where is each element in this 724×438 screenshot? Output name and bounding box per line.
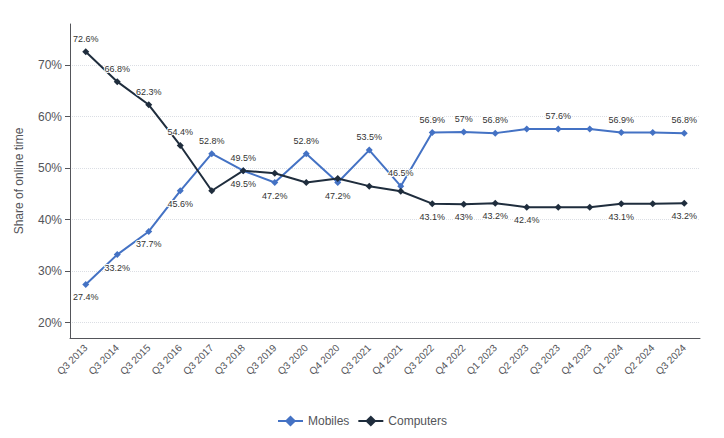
svg-text:42.4%: 42.4% [514, 215, 540, 225]
svg-text:56.8%: 56.8% [671, 115, 697, 125]
svg-text:54.4%: 54.4% [167, 127, 193, 137]
svg-text:57.6%: 57.6% [545, 111, 571, 121]
svg-text:Q3 2017: Q3 2017 [181, 342, 216, 377]
svg-text:37.7%: 37.7% [136, 239, 162, 249]
svg-text:27.4%: 27.4% [73, 292, 99, 302]
svg-text:Q3 2015: Q3 2015 [118, 342, 153, 377]
svg-text:Q4 2023: Q4 2023 [559, 342, 594, 377]
svg-text:62.3%: 62.3% [136, 87, 162, 97]
svg-text:52.8%: 52.8% [293, 136, 319, 146]
svg-text:Q4 2020: Q4 2020 [307, 342, 342, 377]
svg-text:56.9%: 56.9% [608, 115, 634, 125]
svg-text:Q3 2024: Q3 2024 [653, 342, 688, 377]
svg-text:Q3 2022: Q3 2022 [401, 342, 436, 377]
svg-text:49.5%: 49.5% [230, 179, 256, 189]
svg-text:56.9%: 56.9% [419, 115, 445, 125]
svg-text:Q3 2016: Q3 2016 [149, 342, 184, 377]
svg-text:30%: 30% [38, 264, 62, 278]
svg-text:Q3 2023: Q3 2023 [527, 342, 562, 377]
svg-text:Q2 2024: Q2 2024 [622, 342, 657, 377]
svg-text:53.5%: 53.5% [356, 132, 382, 142]
svg-text:47.2%: 47.2% [325, 191, 351, 201]
svg-text:Q3 2021: Q3 2021 [338, 342, 373, 377]
svg-text:Q3 2019: Q3 2019 [244, 342, 279, 377]
svg-text:Q1 2024: Q1 2024 [590, 342, 625, 377]
svg-text:57%: 57% [455, 114, 473, 124]
svg-text:43.1%: 43.1% [419, 212, 445, 222]
svg-text:Mobiles: Mobiles [308, 414, 349, 428]
svg-text:47.2%: 47.2% [262, 191, 288, 201]
svg-text:Q4 2022: Q4 2022 [433, 342, 468, 377]
svg-text:Q3 2020: Q3 2020 [275, 342, 310, 377]
svg-text:50%: 50% [38, 161, 62, 175]
svg-text:20%: 20% [38, 316, 62, 330]
svg-text:Q2 2023: Q2 2023 [496, 342, 531, 377]
svg-text:Q4 2021: Q4 2021 [370, 342, 405, 377]
svg-text:43.2%: 43.2% [671, 211, 697, 221]
svg-text:33.2%: 33.2% [104, 263, 130, 273]
svg-text:46.5%: 46.5% [388, 168, 414, 178]
svg-text:66.8%: 66.8% [104, 64, 130, 74]
svg-text:Computers: Computers [388, 414, 447, 428]
svg-text:72.6%: 72.6% [73, 34, 99, 44]
svg-text:Q3 2014: Q3 2014 [86, 342, 121, 377]
svg-text:43.2%: 43.2% [482, 211, 508, 221]
svg-text:52.8%: 52.8% [199, 136, 225, 146]
svg-text:Q3 2013: Q3 2013 [55, 342, 90, 377]
svg-text:60%: 60% [38, 110, 62, 124]
svg-text:Q1 2023: Q1 2023 [464, 342, 499, 377]
svg-text:56.8%: 56.8% [482, 115, 508, 125]
svg-text:45.6%: 45.6% [167, 199, 193, 209]
svg-text:43%: 43% [455, 212, 473, 222]
svg-text:43.1%: 43.1% [608, 212, 634, 222]
svg-text:Q3 2018: Q3 2018 [212, 342, 247, 377]
svg-text:49.5%: 49.5% [230, 153, 256, 163]
svg-text:70%: 70% [38, 58, 62, 72]
svg-text:Share of online time: Share of online time [12, 127, 26, 234]
svg-text:40%: 40% [38, 213, 62, 227]
